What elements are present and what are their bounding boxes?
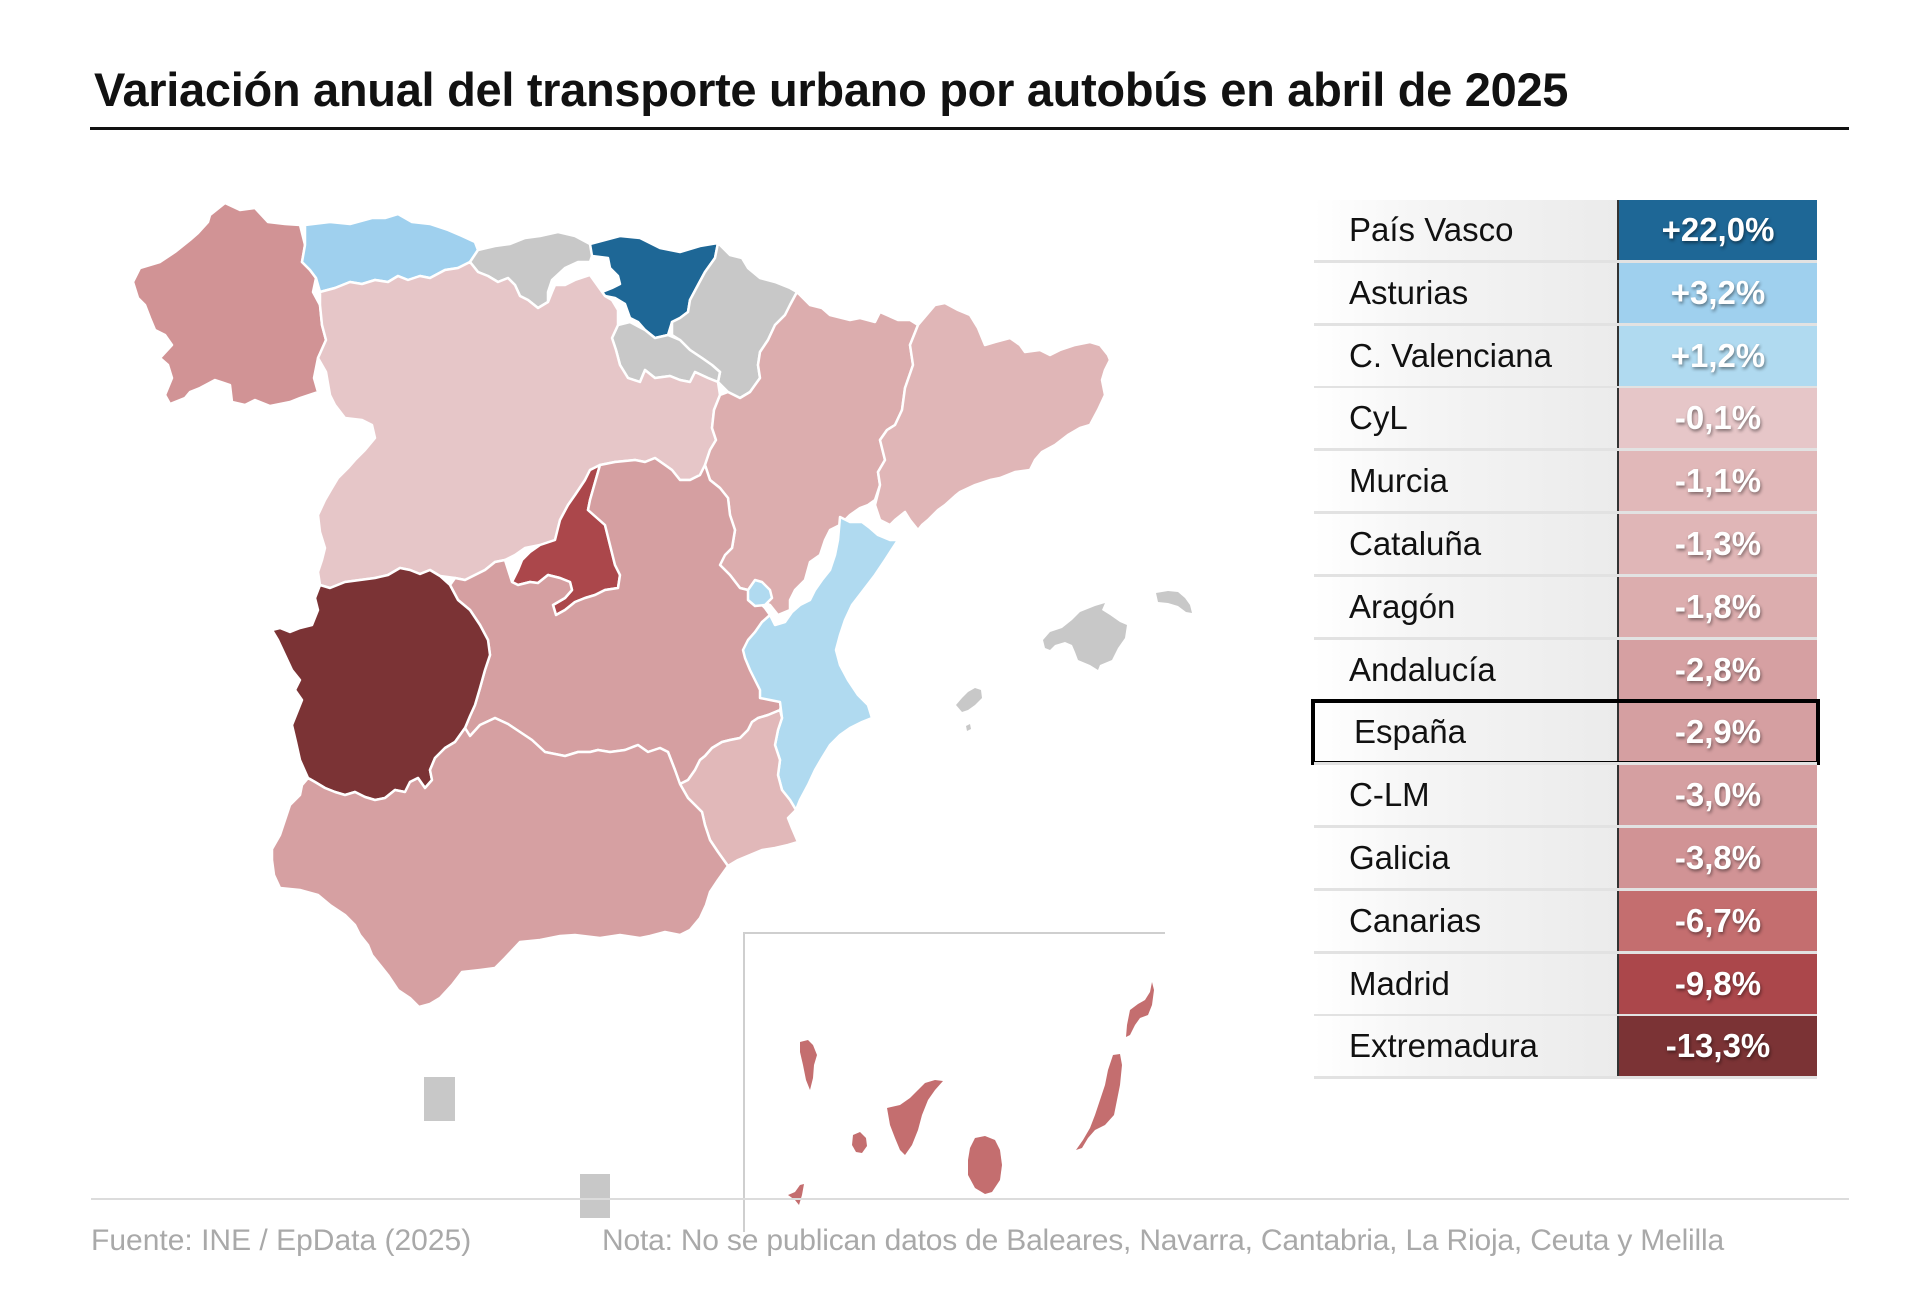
- ranking-table: País Vasco +22,0% Asturias +3,2% C. Valencia…: [1311, 200, 1820, 1080]
- ranking-value-cell: -6,7%: [1619, 890, 1817, 951]
- ranking-row: Cataluña -1,3%: [1314, 513, 1817, 577]
- map-island-la-palma: [800, 1040, 817, 1090]
- ranking-value-cell: -3,8%: [1619, 827, 1817, 888]
- footer-divider: [91, 1198, 1849, 1200]
- map-region-andalucia[interactable]: [270, 716, 730, 1009]
- ranking-region-label: Andalucía: [1314, 639, 1619, 700]
- ranking-region-label: CyL: [1314, 388, 1619, 449]
- ranking-region-label: C-LM: [1314, 765, 1619, 826]
- map-island-lanzarote: [1126, 982, 1154, 1037]
- ranking-value-cell: -13,3%: [1619, 1016, 1817, 1077]
- map-ceuta[interactable]: [424, 1077, 455, 1121]
- footnote: Nota: No se publican datos de Baleares, …: [602, 1224, 1724, 1257]
- map-region-cataluna[interactable]: [873, 301, 1112, 532]
- ranking-region-label: España: [1314, 702, 1619, 763]
- ranking-region-label: Extremadura: [1314, 1016, 1619, 1077]
- map-island-menorca[interactable]: [1156, 591, 1192, 613]
- map-island-la-gomera: [852, 1132, 867, 1153]
- map-island-fuerteventura: [1076, 1054, 1122, 1150]
- map-canarias-inset[interactable]: [788, 982, 1154, 1205]
- map-island-gran-canaria: [968, 1136, 1002, 1194]
- ranking-region-label: Galicia: [1314, 827, 1619, 888]
- title-underline: [90, 127, 1849, 130]
- map-island-mallorca[interactable]: [1043, 603, 1127, 670]
- ranking-row: Galicia -3,8%: [1314, 827, 1817, 891]
- ranking-region-label: País Vasco: [1314, 200, 1619, 260]
- map-region-valencia-exclave: [746, 578, 774, 608]
- ranking-row: Andalucía -2,8%: [1314, 639, 1817, 703]
- map-island-formentera[interactable]: [966, 724, 971, 731]
- ranking-value-cell: +22,0%: [1619, 200, 1817, 260]
- ranking-value-cell: -2,9%: [1619, 702, 1817, 763]
- ranking-row: País Vasco +22,0%: [1314, 200, 1817, 263]
- ranking-row: Extremadura -13,3%: [1314, 1016, 1817, 1080]
- ranking-value-cell: -1,8%: [1619, 576, 1817, 637]
- ranking-value-cell: +1,2%: [1619, 325, 1817, 386]
- ranking-value-cell: -9,8%: [1619, 953, 1817, 1014]
- ranking-row: Asturias +3,2%: [1314, 262, 1817, 326]
- ranking-row: C-LM -3,0%: [1314, 765, 1817, 828]
- ranking-value-cell: -1,1%: [1619, 451, 1817, 512]
- map-melilla[interactable]: [580, 1174, 610, 1218]
- chart-title: Variación anual del transporte urbano po…: [94, 63, 1569, 116]
- ranking-region-label: Asturias: [1314, 262, 1619, 323]
- ranking-row: Murcia -1,1%: [1314, 451, 1817, 514]
- ranking-value-cell: -1,3%: [1619, 513, 1817, 574]
- ranking-row: CyL -0,1%: [1314, 388, 1817, 452]
- ranking-value-cell: -3,0%: [1619, 765, 1817, 826]
- ranking-row: Canarias -6,7%: [1314, 890, 1817, 954]
- ranking-value-cell: -0,1%: [1619, 388, 1817, 449]
- map-region-galicia[interactable]: [131, 201, 328, 408]
- ranking-region-label: Murcia: [1314, 451, 1619, 512]
- ranking-value-cell: +3,2%: [1619, 262, 1817, 323]
- ranking-row: C. Valenciana +1,2%: [1314, 325, 1817, 389]
- map-island-ibiza[interactable]: [956, 688, 982, 712]
- map-island-tenerife: [887, 1080, 943, 1155]
- ranking-row-total: España -2,9%: [1311, 699, 1820, 766]
- ranking-value-cell: -2,8%: [1619, 639, 1817, 700]
- source-note: Fuente: INE / EpData (2025): [91, 1224, 472, 1257]
- ranking-region-label: Madrid: [1314, 953, 1619, 1014]
- ranking-row: Aragón -1,8%: [1314, 576, 1817, 640]
- ranking-region-label: Canarias: [1314, 890, 1619, 951]
- canarias-inset-frame: [743, 932, 1165, 1232]
- ranking-region-label: C. Valenciana: [1314, 325, 1619, 386]
- ranking-region-label: Cataluña: [1314, 513, 1619, 574]
- ranking-region-label: Aragón: [1314, 576, 1619, 637]
- ranking-row: Madrid -9,8%: [1314, 953, 1817, 1017]
